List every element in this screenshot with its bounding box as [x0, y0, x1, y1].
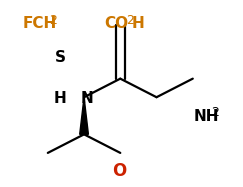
Text: 2: 2	[126, 14, 134, 27]
Text: FCH: FCH	[22, 16, 57, 31]
Text: S: S	[55, 50, 66, 65]
Text: 2: 2	[49, 14, 57, 27]
Text: 2: 2	[211, 106, 219, 119]
Text: H: H	[131, 16, 144, 31]
Text: O: O	[112, 163, 126, 180]
Text: NH: NH	[194, 109, 219, 124]
Text: CO: CO	[104, 16, 129, 31]
Polygon shape	[80, 97, 88, 134]
Text: N: N	[80, 91, 93, 106]
Text: H: H	[53, 91, 66, 106]
